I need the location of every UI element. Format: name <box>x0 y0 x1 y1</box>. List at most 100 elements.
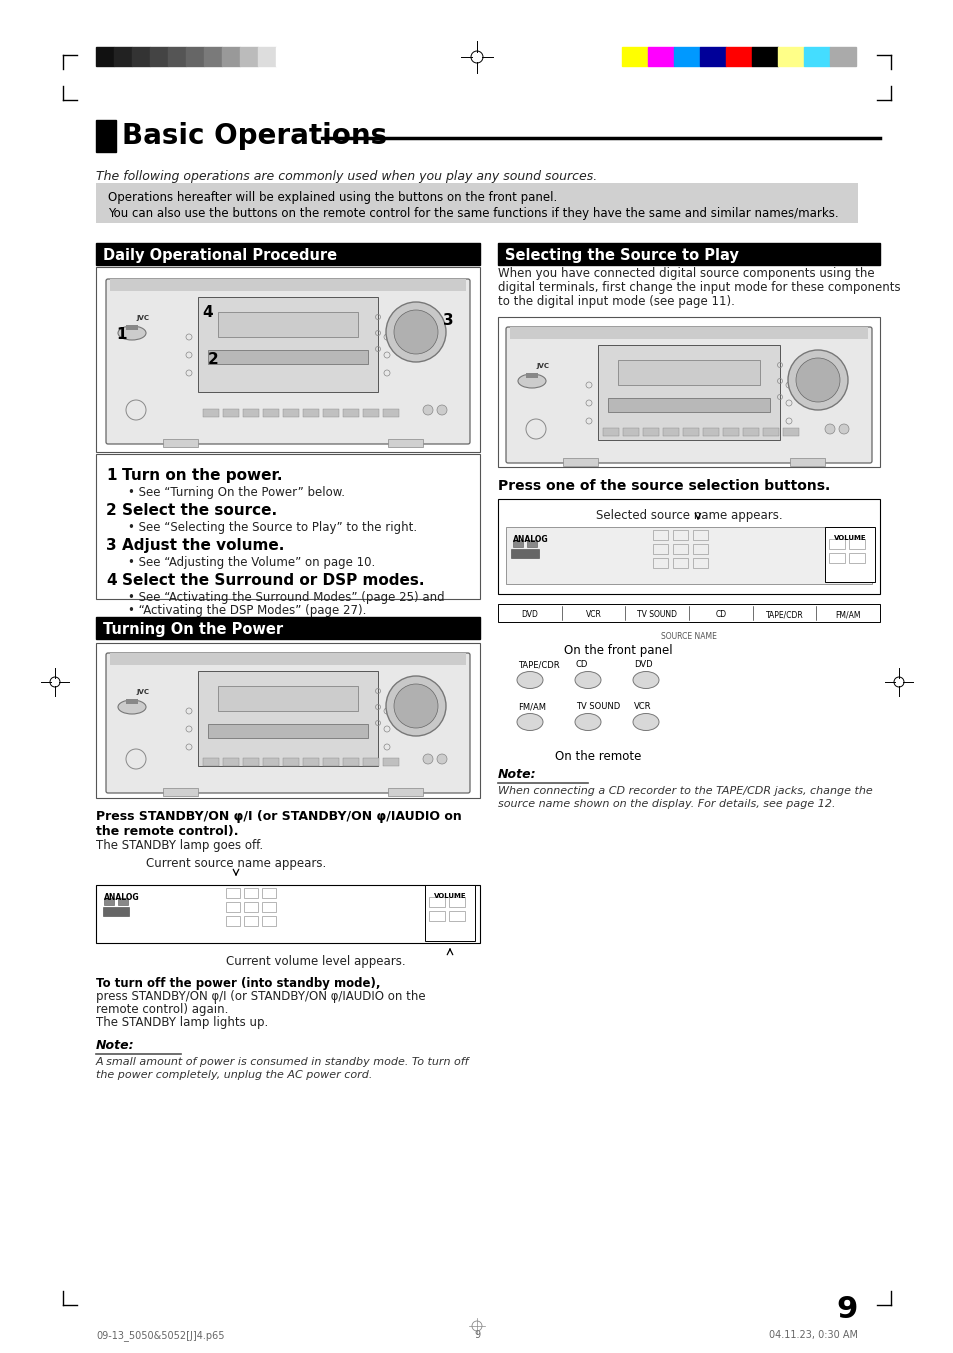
Text: TAPE/CDR: TAPE/CDR <box>517 660 559 668</box>
Text: 1: 1 <box>106 468 116 483</box>
Bar <box>96 47 113 66</box>
FancyBboxPatch shape <box>505 327 871 463</box>
Text: Current volume level appears.: Current volume level appears. <box>226 955 405 967</box>
Circle shape <box>436 754 447 764</box>
Bar <box>782 428 799 436</box>
Bar <box>652 544 667 553</box>
Text: • See “Adjusting the Volume” on page 10.: • See “Adjusting the Volume” on page 10. <box>128 556 375 570</box>
Bar <box>243 758 258 766</box>
Text: the power completely, unplug the AC power cord.: the power completely, unplug the AC powe… <box>96 1070 372 1080</box>
Text: Operations hereafter will be explained using the buttons on the front panel.: Operations hereafter will be explained u… <box>108 191 557 204</box>
Text: Select the source.: Select the source. <box>122 503 276 518</box>
Text: Note:: Note: <box>497 769 536 781</box>
FancyBboxPatch shape <box>106 279 470 444</box>
Bar <box>208 724 368 737</box>
Bar <box>751 47 778 66</box>
Bar <box>618 360 760 386</box>
Text: 09-13_5050&5052[J]4.p65: 09-13_5050&5052[J]4.p65 <box>96 1330 224 1341</box>
Bar <box>382 409 398 417</box>
Bar <box>96 120 116 152</box>
Bar <box>303 409 318 417</box>
Bar <box>692 544 707 553</box>
Bar <box>388 787 422 796</box>
Bar <box>642 428 659 436</box>
Text: VOLUME: VOLUME <box>434 893 466 898</box>
Bar <box>424 885 475 940</box>
Bar <box>104 898 113 905</box>
Bar <box>218 313 357 337</box>
Bar <box>789 459 824 465</box>
Text: Turning On the Power: Turning On the Power <box>103 622 283 637</box>
Bar <box>226 902 240 912</box>
Bar <box>692 530 707 540</box>
Ellipse shape <box>517 713 542 731</box>
Bar <box>505 528 871 584</box>
Bar <box>672 544 687 553</box>
Text: 1: 1 <box>116 327 127 342</box>
Bar <box>203 758 219 766</box>
Circle shape <box>422 405 433 415</box>
Bar <box>602 428 618 436</box>
Text: 2: 2 <box>208 352 218 367</box>
Bar <box>497 317 879 467</box>
Bar <box>607 398 769 413</box>
Text: JVC: JVC <box>136 689 149 695</box>
Bar <box>511 549 538 557</box>
Bar <box>343 409 358 417</box>
Bar <box>429 897 444 907</box>
Bar <box>204 47 222 66</box>
Ellipse shape <box>633 671 659 689</box>
Text: Basic Operations: Basic Operations <box>122 122 387 150</box>
Circle shape <box>838 423 848 434</box>
Text: JVC: JVC <box>536 363 548 369</box>
Bar <box>652 530 667 540</box>
Text: Note:: Note: <box>96 1039 134 1053</box>
Bar <box>263 409 278 417</box>
Bar <box>363 409 378 417</box>
Bar <box>621 47 647 66</box>
Bar <box>223 409 239 417</box>
Bar <box>150 47 168 66</box>
Bar <box>526 540 537 547</box>
Bar <box>198 671 377 766</box>
Bar <box>702 428 719 436</box>
Ellipse shape <box>118 326 146 340</box>
Bar <box>388 438 422 446</box>
Text: • “Activating the DSP Modes” (page 27).: • “Activating the DSP Modes” (page 27). <box>128 603 366 617</box>
Bar <box>96 885 479 943</box>
Bar <box>382 758 398 766</box>
Text: Selecting the Source to Play: Selecting the Source to Play <box>504 248 739 262</box>
Text: Press one of the source selection buttons.: Press one of the source selection button… <box>497 479 829 492</box>
Bar <box>672 530 687 540</box>
Bar <box>742 428 759 436</box>
Text: source name shown on the display. For details, see page 12.: source name shown on the display. For de… <box>497 800 835 809</box>
Text: VCR: VCR <box>634 702 651 710</box>
Text: the remote control).: the remote control). <box>96 825 238 838</box>
Bar <box>168 47 186 66</box>
Bar <box>828 553 844 563</box>
Text: digital terminals, first change the input mode for these components: digital terminals, first change the inpu… <box>497 281 900 294</box>
Ellipse shape <box>633 713 659 731</box>
Text: VOLUME: VOLUME <box>833 534 865 541</box>
Circle shape <box>436 405 447 415</box>
Bar <box>96 244 479 265</box>
Bar <box>722 428 739 436</box>
Circle shape <box>386 302 446 363</box>
Bar <box>283 758 298 766</box>
Bar <box>96 267 479 452</box>
Bar <box>163 438 198 446</box>
Bar <box>218 686 357 710</box>
Bar <box>226 916 240 925</box>
Bar <box>96 183 857 223</box>
Text: A small amount of power is consumed in standby mode. To turn off: A small amount of power is consumed in s… <box>96 1057 469 1068</box>
Bar <box>262 902 275 912</box>
Bar <box>848 553 864 563</box>
FancyBboxPatch shape <box>106 653 470 793</box>
Circle shape <box>386 676 446 736</box>
Bar <box>186 47 204 66</box>
Text: CD: CD <box>576 660 588 668</box>
Text: Selected source name appears.: Selected source name appears. <box>595 509 781 522</box>
Bar <box>163 787 198 796</box>
Bar <box>622 428 639 436</box>
Text: SOURCE NAME: SOURCE NAME <box>660 632 717 641</box>
